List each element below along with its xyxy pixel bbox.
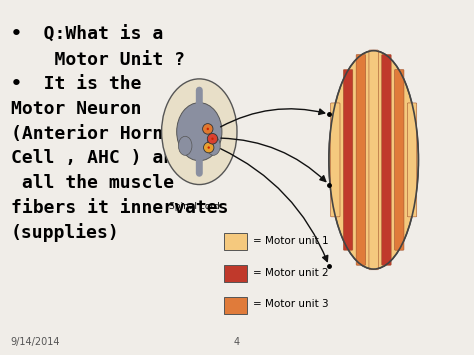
Ellipse shape — [203, 142, 214, 153]
FancyBboxPatch shape — [382, 55, 391, 265]
Ellipse shape — [211, 137, 214, 140]
Ellipse shape — [207, 128, 209, 130]
FancyBboxPatch shape — [224, 296, 247, 314]
Ellipse shape — [202, 124, 213, 134]
Text: Cell , AHC ) and: Cell , AHC ) and — [11, 149, 185, 167]
Text: = Motor unit 2: = Motor unit 2 — [253, 268, 328, 278]
Text: (supplies): (supplies) — [11, 223, 119, 242]
Text: •  It is the: • It is the — [11, 75, 141, 93]
Text: Spinal cord: Spinal cord — [169, 202, 220, 211]
Text: = Motor unit 1: = Motor unit 1 — [253, 236, 328, 246]
Ellipse shape — [207, 136, 220, 155]
FancyBboxPatch shape — [224, 265, 247, 282]
Text: all the muscle: all the muscle — [11, 174, 174, 192]
Ellipse shape — [207, 133, 218, 144]
Ellipse shape — [178, 136, 192, 155]
Ellipse shape — [329, 51, 419, 269]
FancyBboxPatch shape — [330, 103, 340, 217]
Text: Motor Neuron: Motor Neuron — [11, 100, 141, 118]
FancyBboxPatch shape — [407, 103, 417, 217]
FancyBboxPatch shape — [343, 70, 353, 250]
Ellipse shape — [177, 103, 222, 161]
Text: Motor Unit ?: Motor Unit ? — [11, 51, 185, 69]
Text: 9/14/2014: 9/14/2014 — [11, 337, 60, 346]
Text: = Motor unit 3: = Motor unit 3 — [253, 299, 328, 309]
FancyBboxPatch shape — [369, 50, 378, 270]
Text: fibers it innervates: fibers it innervates — [11, 199, 228, 217]
Text: 4: 4 — [234, 337, 240, 346]
FancyBboxPatch shape — [356, 55, 365, 265]
Ellipse shape — [208, 146, 210, 149]
Ellipse shape — [162, 79, 237, 185]
FancyBboxPatch shape — [224, 233, 247, 250]
FancyBboxPatch shape — [394, 70, 404, 250]
Text: (Anterior Horn: (Anterior Horn — [11, 125, 163, 143]
Text: •  Q:What is a: • Q:What is a — [11, 26, 163, 44]
